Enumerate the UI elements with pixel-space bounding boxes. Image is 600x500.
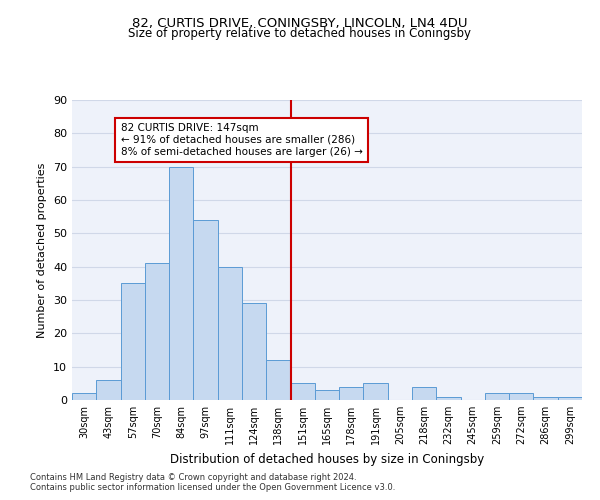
Bar <box>266 360 290 400</box>
Text: Size of property relative to detached houses in Coningsby: Size of property relative to detached ho… <box>128 28 472 40</box>
Bar <box>72 394 96 400</box>
Bar <box>121 284 145 400</box>
Bar <box>364 384 388 400</box>
Bar <box>558 396 582 400</box>
Text: Contains HM Land Registry data © Crown copyright and database right 2024.: Contains HM Land Registry data © Crown c… <box>30 474 356 482</box>
Text: 82 CURTIS DRIVE: 147sqm
← 91% of detached houses are smaller (286)
8% of semi-de: 82 CURTIS DRIVE: 147sqm ← 91% of detache… <box>121 124 362 156</box>
Bar <box>218 266 242 400</box>
Bar <box>339 386 364 400</box>
Text: Contains public sector information licensed under the Open Government Licence v3: Contains public sector information licen… <box>30 484 395 492</box>
Bar <box>242 304 266 400</box>
Bar <box>485 394 509 400</box>
Bar <box>96 380 121 400</box>
Bar <box>169 166 193 400</box>
X-axis label: Distribution of detached houses by size in Coningsby: Distribution of detached houses by size … <box>170 452 484 466</box>
Y-axis label: Number of detached properties: Number of detached properties <box>37 162 47 338</box>
Bar <box>412 386 436 400</box>
Bar <box>145 264 169 400</box>
Bar <box>509 394 533 400</box>
Bar <box>290 384 315 400</box>
Bar <box>193 220 218 400</box>
Bar <box>436 396 461 400</box>
Text: 82, CURTIS DRIVE, CONINGSBY, LINCOLN, LN4 4DU: 82, CURTIS DRIVE, CONINGSBY, LINCOLN, LN… <box>132 18 468 30</box>
Bar <box>533 396 558 400</box>
Bar <box>315 390 339 400</box>
